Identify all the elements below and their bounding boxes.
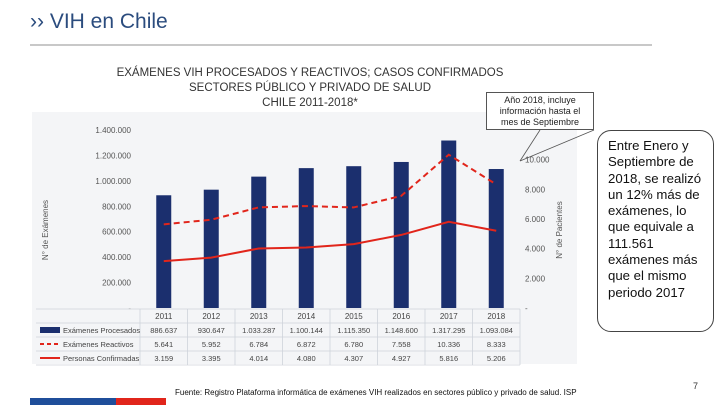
data-label: 6.784 [249, 340, 268, 349]
data-label: 3.159 [154, 354, 173, 363]
y-tick-left: 200.000 [102, 279, 131, 288]
data-label: 1.093.084 [480, 326, 513, 335]
data-label: 930.647 [198, 326, 225, 335]
data-label: 4.080 [297, 354, 316, 363]
data-label: 7.558 [392, 340, 411, 349]
data-label: 5.641 [154, 340, 173, 349]
footer-stripe-blue [30, 398, 116, 405]
data-label: 10.336 [437, 340, 460, 349]
chart-title-line-2: SECTORES PÚBLICO Y PRIVADO DE SALUD [189, 82, 431, 94]
note-pointer [519, 129, 595, 162]
bar [298, 168, 314, 308]
footer-stripe-red [116, 398, 166, 405]
data-label: 6.872 [297, 340, 316, 349]
x-tick-label: 2016 [392, 312, 410, 321]
data-label: 4.927 [392, 354, 411, 363]
y-tick-right: 2.000 [525, 274, 546, 283]
data-label: 1.100.144 [290, 326, 323, 335]
legend-label: Exámenes Reactivos [63, 340, 134, 349]
data-label: 3.395 [202, 354, 221, 363]
chart-title: EXÁMENES VIH PROCESADOS Y REACTIVOS; CAS… [100, 66, 520, 111]
data-label: 1.317.295 [432, 326, 465, 335]
data-label: 1.115.350 [337, 326, 370, 335]
data-label: 6.780 [344, 340, 363, 349]
header-divider [30, 44, 652, 46]
note-line-2: información hasta el [499, 106, 581, 116]
chart-title-line-3: CHILE 2011-2018* [262, 97, 358, 109]
data-label: 4.307 [344, 354, 363, 363]
y-tick-left: 1.200.000 [95, 151, 131, 160]
data-label: 1.148.600 [385, 326, 418, 335]
y-tick-left: 1.400.000 [95, 126, 131, 135]
data-label: 886.637 [150, 326, 177, 335]
y-axis-label-right: N° de Pacientes [555, 201, 564, 258]
y-axis-label-left: N° de Exámenes [41, 200, 50, 260]
data-label: 5.206 [487, 354, 506, 363]
y-tick-right: 10.000 [525, 156, 550, 165]
page-title: ›› VIH en Chile [30, 10, 168, 33]
y-tick-right: 4.000 [525, 245, 546, 254]
chart-title-line-1: EXÁMENES VIH PROCESADOS Y REACTIVOS; CAS… [116, 67, 504, 79]
y-tick-right: 6.000 [525, 215, 546, 224]
bar [251, 176, 267, 308]
bar [488, 169, 504, 308]
note-line-1: Año 2018, incluye [504, 95, 576, 105]
note-line-3: mes de Septiembre [500, 117, 580, 127]
legend-label: Personas Confirmadas [63, 354, 140, 363]
y-tick-left: 800.000 [102, 202, 131, 211]
data-label: 8.333 [487, 340, 506, 349]
source-note: Fuente: Registro Plataforma informática … [175, 388, 577, 397]
data-label: 5.952 [202, 340, 221, 349]
x-tick-label: 2017 [440, 312, 458, 321]
data-label: 1.033.287 [242, 326, 275, 335]
y-tick-left: 1.000.000 [95, 177, 131, 186]
x-tick-label: 2015 [345, 312, 363, 321]
x-tick-label: 2011 [155, 312, 173, 321]
y-tick-right: - [525, 304, 528, 313]
x-tick-label: 2013 [250, 312, 268, 321]
page-number: 7 [693, 381, 699, 391]
data-label: 5.816 [439, 354, 458, 363]
y-tick-right: 8.000 [525, 185, 546, 194]
bar [156, 195, 172, 308]
y-tick-left: 600.000 [102, 228, 131, 237]
footer-stripe [30, 398, 166, 405]
note-pointer [519, 129, 541, 162]
series-line-reactivos [163, 153, 497, 226]
x-tick-label: 2014 [297, 312, 315, 321]
legend-key-bar [40, 327, 60, 333]
data-label: 4.014 [249, 354, 268, 363]
y-tick-left: - [128, 304, 131, 313]
bar [203, 189, 219, 308]
bar [441, 140, 457, 308]
legend-label: Exámenes Procesados [63, 326, 140, 335]
x-tick-label: 2012 [202, 312, 220, 321]
x-tick-label: 2018 [487, 312, 505, 321]
summary-callout: Entre Enero y Septiembre de 2018, se rea… [597, 130, 714, 332]
y-tick-left: 400.000 [102, 253, 131, 262]
note-callout: Año 2018, incluye información hasta el m… [486, 92, 594, 130]
series-line-confirmadas [163, 220, 497, 263]
bar [346, 166, 362, 308]
